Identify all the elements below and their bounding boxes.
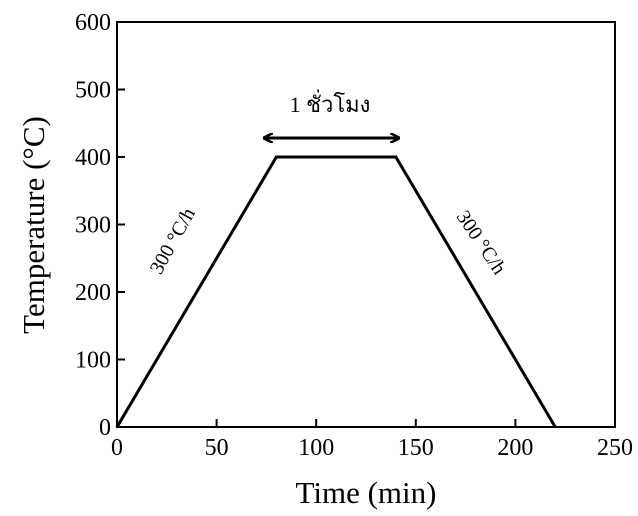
annotation: 300 °C/h [146,204,200,278]
x-tick-label: 200 [497,435,533,461]
x-tick-label: 150 [398,435,434,461]
annotation: 1 ชั่วโมง [290,89,371,117]
y-tick-label: 100 [75,348,111,374]
line [117,157,555,427]
y-tick-label: 600 [75,10,111,36]
y-tick-label: 400 [75,145,111,171]
y-axis-label: Temperature (°C) [16,116,51,334]
x-tick-label: 250 [597,435,633,461]
x-tick-label: 100 [298,435,334,461]
y-tick-label: 500 [75,78,111,104]
x-tick-label: 50 [205,435,229,461]
chart: 1 ชั่วโมง 300 °C/h 300 °C/h Time (min) T… [0,0,638,516]
y-tick-label: 0 [99,415,111,441]
y-tick-label: 200 [75,280,111,306]
x-tick-label: 0 [111,435,123,461]
x-axis-label: Time (min) [296,475,437,510]
y-tick-label: 300 [75,213,111,239]
